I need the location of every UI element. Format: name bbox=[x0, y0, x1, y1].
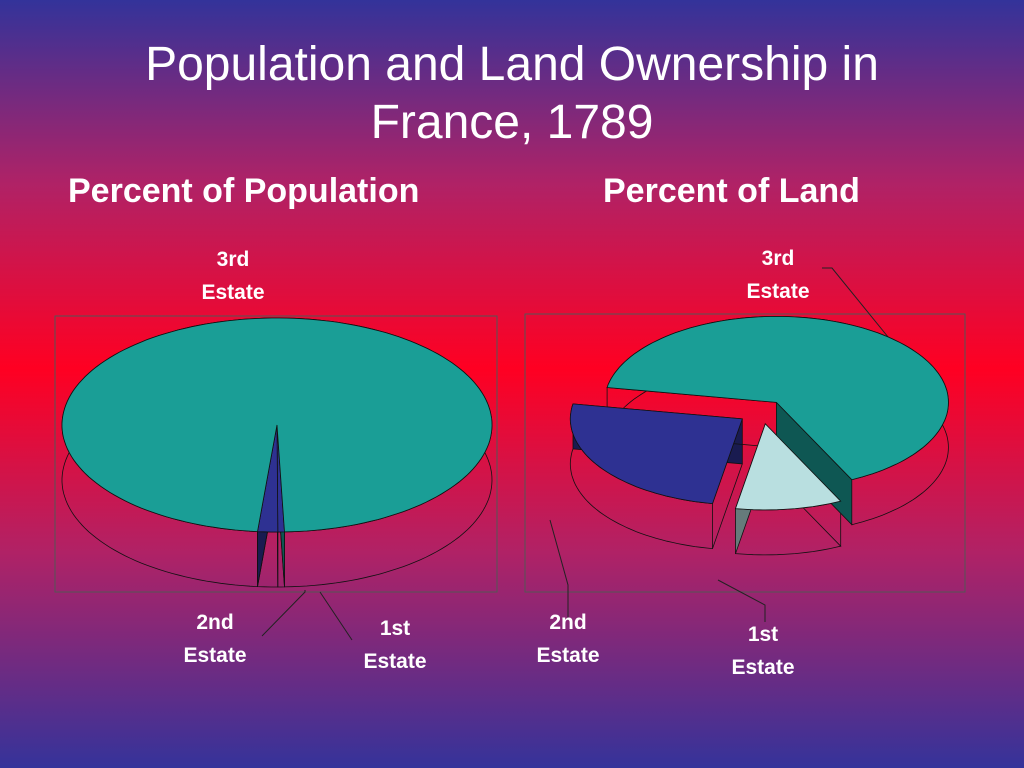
slide-title: Population and Land Ownership in France,… bbox=[145, 38, 879, 149]
leader-line bbox=[549, 519, 569, 620]
slice-label: 1st Estate bbox=[363, 617, 427, 673]
leader-line bbox=[261, 590, 306, 637]
chart-title: Percent of Land bbox=[603, 172, 860, 210]
slice bbox=[569, 403, 743, 505]
slice-label: 1st Estate bbox=[731, 623, 795, 679]
slice-label: 3rd Estate bbox=[201, 248, 265, 304]
leader-line bbox=[822, 267, 898, 349]
plot-frame bbox=[54, 315, 498, 593]
slice bbox=[606, 315, 949, 481]
slice bbox=[61, 317, 493, 533]
slice-label: 2nd Estate bbox=[183, 611, 247, 667]
leader-line bbox=[319, 591, 353, 641]
slice-label: 3rd Estate bbox=[746, 247, 810, 303]
plot-frame bbox=[524, 313, 966, 593]
pies bbox=[61, 315, 949, 588]
slice-label: 2nd Estate bbox=[536, 611, 600, 667]
slice bbox=[734, 423, 842, 511]
chart-title: Percent of Population bbox=[68, 172, 420, 210]
leader-line bbox=[717, 579, 766, 622]
leader-lines bbox=[261, 267, 898, 641]
